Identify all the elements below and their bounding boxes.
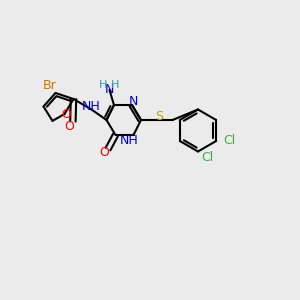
Text: H: H <box>111 80 120 90</box>
Text: Cl: Cl <box>223 134 235 147</box>
Text: O: O <box>100 146 109 160</box>
Text: N: N <box>105 83 114 96</box>
Text: NH: NH <box>120 134 138 148</box>
Text: H: H <box>99 80 108 90</box>
Text: O: O <box>64 120 74 133</box>
Text: O: O <box>61 107 71 121</box>
Text: Cl: Cl <box>201 151 213 164</box>
Text: NH: NH <box>82 100 101 113</box>
Text: Br: Br <box>43 79 56 92</box>
Text: S: S <box>155 110 163 123</box>
Text: N: N <box>129 95 138 108</box>
